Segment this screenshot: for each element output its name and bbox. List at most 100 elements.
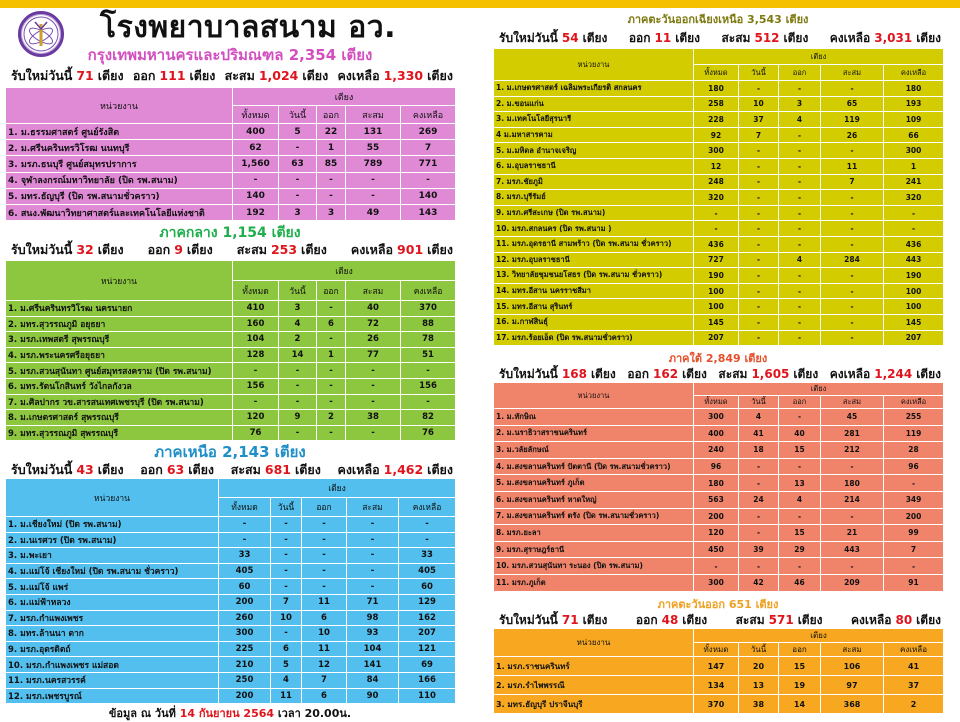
stat-value: 162 [653, 367, 679, 381]
stat-unit: เตียง [301, 242, 327, 257]
cell-remaining: 66 [882, 126, 945, 144]
cell-out: 10 [301, 625, 347, 642]
table-row: 5. มรภ.สวนสุนันทา ศูนย์สมุทรสงคราม (ปิด … [5, 362, 457, 379]
cell-out: - [778, 189, 821, 206]
cell-total: 300 [693, 142, 739, 159]
cell-today: - [738, 235, 779, 253]
cell-remaining: - [397, 531, 457, 549]
beds-table: หน่วยงาน เตียง ทั้งหมด วันนี้ ออก สะสม คงเหลือ… [5, 260, 457, 442]
cell-total: 104 [232, 331, 279, 348]
unit-name: 3. มทร.ธัญบุรี ปราจีนบุรี [493, 694, 694, 714]
stat-unit: เตียง [783, 31, 809, 45]
table-row: 11. มรภ.นครสวรรค์ 250 4 7 84 166 [5, 671, 457, 689]
cell-today: - [738, 157, 779, 175]
cell-total: 200 [693, 507, 739, 526]
cell-total: 100 [693, 282, 739, 300]
cell-cumulative: 180 [820, 474, 884, 492]
stat-unit: เตียง [916, 613, 941, 627]
cell-cumulative: 443 [820, 540, 884, 559]
cell-remaining: 200 [882, 507, 945, 526]
stat-label: สะสม [236, 242, 267, 257]
cell-out: 4 [778, 490, 821, 509]
stat-value: 1,024 [258, 68, 299, 83]
cell-remaining: 180 [882, 80, 945, 97]
stat-value: 43 [76, 462, 94, 477]
cell-today: - [738, 298, 779, 315]
header-row: หน่วยงาน เตียง [5, 478, 457, 517]
cell-total: 300 [693, 573, 739, 592]
cell-total: - [232, 171, 279, 189]
cell-out: 1 [316, 346, 346, 364]
cell-remaining: 405 [397, 562, 457, 580]
column-header: ทั้งหมด [693, 395, 739, 409]
cell-out: - [778, 142, 821, 159]
table-row: 11. มรภ.อุดรธานี สามพร้าว (ปิด รพ.สนาม ช… [493, 235, 945, 253]
cell-out: - [778, 507, 821, 526]
cell-total: 190 [693, 267, 739, 284]
cell-today: 9 [278, 409, 317, 426]
cell-remaining: - [399, 393, 457, 411]
cell-today: - [270, 531, 302, 549]
cell-cumulative: - [345, 377, 401, 395]
stat-unit: เตียง [582, 613, 608, 627]
table-row: 12. มรภ.อุบลราชธานี 727-4 284 443 [493, 251, 945, 269]
stat-unit: เตียง [188, 462, 215, 477]
stat-value: 54 [561, 31, 579, 45]
table-row: 4. จุฬาลงกรณ์มหาวิทยาลัย (ปิด รพ.สนาม) - -… [5, 171, 456, 189]
stat-label: คงเหลือ [829, 31, 871, 45]
unit-name: 2. มรภ.รำไพพรรณี [493, 675, 694, 695]
unit-name: 5. ม.สงขลานครินทร์ ภูเก็ต [493, 474, 694, 492]
stat-unit: เตียง [427, 68, 453, 83]
stat-value: 1,605 [751, 367, 790, 381]
cell-today: - [738, 329, 779, 347]
unit-name: 7. ม.ศิลปากร วข.สารสนเทศเพชรบุรี (ปิด รพ… [5, 393, 233, 411]
column-header-beds: เตียง [692, 628, 945, 643]
cell-today: - [278, 393, 317, 411]
header-row: ทั้งหมด วันนี้ ออก สะสม คงเหลือ [6, 497, 457, 517]
unit-name: 1. ม.ธรรมศาสตร์ ศูนย์รังสิต [5, 122, 233, 141]
cell-remaining: 91 [882, 573, 945, 592]
cell-today: 6 [270, 640, 302, 658]
column-header-org: หน่วยงาน [5, 478, 219, 517]
stat-unit: เตียง [797, 613, 823, 627]
cell-out: - [316, 171, 346, 189]
cell-cumulative: 55 [345, 139, 401, 157]
cell-cumulative: 789 [345, 155, 401, 173]
stat-remain: คงเหลือ 1,244 เตียง [830, 365, 941, 384]
stat-value: 168 [561, 367, 587, 381]
unit-name: 3. มรภ.ธนบุรี ศูนย์สมุทรปราการ [5, 155, 233, 173]
cell-out: 46 [778, 573, 821, 592]
cell-today: 42 [738, 573, 779, 592]
unit-name: 8. มรภ.ยะลา [493, 524, 694, 542]
cell-today: - [270, 547, 302, 564]
stat-cum: สะสม 1,605 เตียง [718, 365, 818, 384]
cell-out: - [316, 424, 346, 442]
unit-name: 9. มรภ.อุตรดิตถ์ [5, 640, 219, 658]
unit-name: 6. ม.แม่ฟ้าหลวง [5, 593, 219, 611]
column-header-beds: เตียง [692, 382, 945, 396]
column-header: วันนี้ [738, 64, 779, 81]
cell-remaining: 60 [397, 578, 457, 595]
stat-value: 1,462 [383, 462, 424, 477]
unit-name: 4 ม.มหาสารคาม [493, 126, 694, 144]
cell-cumulative: 11 [820, 157, 884, 175]
unit-name: 6. มทร.รัตนโกสินทร์ วังไกลกังวล [5, 377, 233, 395]
cell-total: - [218, 531, 271, 549]
unit-name: 9. มรภ.ศรีสะเกษ (ปิด รพ.สนาม) [493, 204, 694, 222]
cell-today: - [278, 187, 317, 205]
region-title: ภาคเหนือ 2,143 เตียง [154, 443, 306, 461]
stat-value: 80 [895, 613, 913, 627]
cell-cumulative: - [820, 282, 884, 300]
region-title: ภาคตะวันออกเฉียงเหนือ 3,543 เตียง [627, 13, 809, 26]
cell-cumulative: 38 [345, 409, 401, 426]
cell-remaining: 370 [399, 300, 457, 317]
header-row: หน่วยงาน เตียง [493, 48, 945, 81]
cell-total: 160 [232, 315, 279, 333]
cell-out: - [778, 408, 821, 426]
unit-name: 2. มทร.สุวรรณภูมิ อยุธยา [5, 315, 233, 333]
table-row: 2. มทร.สุวรรณภูมิ อยุธยา 160 4 6 72 88 [5, 315, 457, 333]
stat-value: 48 [661, 613, 679, 627]
column-header: คงเหลือ [399, 280, 457, 301]
unit-name: 10. มรภ.สวนสุนันทา ระนอง (ปิด รพ.สนาม) [493, 557, 694, 575]
stat-new: รับใหม่วันนี้ 71 เตียง [11, 66, 124, 86]
